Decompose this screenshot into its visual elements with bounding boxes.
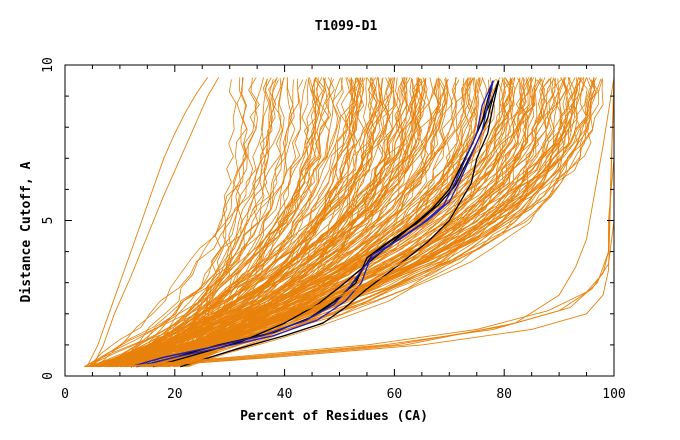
orange-curve [150,77,408,368]
y-tick-label: 5 [41,217,56,225]
orange-curve [115,77,343,367]
orange-curve [165,78,563,368]
orange-curve [160,77,571,368]
orange-curve [105,78,465,368]
orange-curve [172,77,434,368]
orange-curve [89,77,582,368]
orange-curve [144,77,360,368]
orange-curve [83,77,330,368]
orange-curve [184,77,597,368]
orange-curve [145,77,567,368]
orange-curve [149,78,441,368]
orange-curve [136,79,304,368]
orange-curve [95,78,603,368]
x-tick-label: 0 [61,387,69,402]
orange-curve [168,78,421,368]
orange-curve [86,77,209,367]
orange-curve [130,77,614,368]
orange-curve [148,78,550,368]
orange-curve [147,77,614,368]
orange-curve [139,77,273,367]
orange-curve [151,77,283,367]
orange-curve [124,77,321,368]
orange-curve [151,77,581,368]
x-tick-label: 40 [277,387,293,402]
orange-curve [176,77,506,368]
y-tick-label: 10 [41,57,56,73]
orange-curve [88,79,279,367]
orange-curve [114,77,362,368]
orange-curve [124,77,427,368]
y-axis-label: Distance Cutoff, A [19,161,34,302]
orange-curve [95,78,449,368]
orange-curve [94,77,584,368]
x-axis: 0 20 40 60 80 100 [61,65,626,402]
orange-curve [176,77,354,368]
orange-curve [128,77,404,368]
orange-curve [107,77,257,368]
blue-model-curve [130,80,494,368]
x-tick-label: 60 [387,387,403,402]
orange-curve [131,79,545,368]
x-tick-label: 80 [496,387,512,402]
orange-curve [160,79,416,368]
black-model-curve [180,80,500,368]
orange-curve [104,78,278,368]
orange-curve [91,77,453,368]
orange-curve [116,78,514,368]
orange-curve [98,78,552,368]
orange-curve [137,77,408,368]
orange-curve [154,77,579,368]
orange-curve [141,77,614,368]
x-axis-label: Percent of Residues (CA) [240,409,428,424]
orange-curve [119,77,566,368]
orange-curve [110,77,318,368]
orange-curve [124,77,526,368]
chart-title: T1099-D1 [315,19,378,34]
orange-curve [99,77,376,368]
orange-curve [92,77,220,367]
x-tick-label: 20 [167,387,183,402]
orange-curve [115,77,395,368]
orange-curve [146,77,285,367]
orange-curve [89,77,556,368]
x-tick-label: 100 [602,387,625,402]
orange-curve [128,77,344,368]
orange-curve [110,79,440,368]
orange-curve [103,77,474,368]
y-axis: 0 5 10 [41,57,614,380]
blue-model-curve [136,80,494,368]
orange-curve [187,77,592,368]
orange-curve [129,79,531,368]
orange-curve [163,78,562,368]
orange-curve [119,78,300,368]
curves-layer [83,77,614,368]
orange-curve [113,77,377,368]
orange-curve [100,77,568,368]
orange-curve [133,78,270,367]
orange-curve [84,77,530,368]
orange-curve [160,77,513,368]
orange-curve [120,77,479,368]
y-tick-label: 0 [41,372,56,380]
orange-curve [83,77,316,368]
orange-curve [108,77,364,368]
orange-curve [164,78,479,368]
